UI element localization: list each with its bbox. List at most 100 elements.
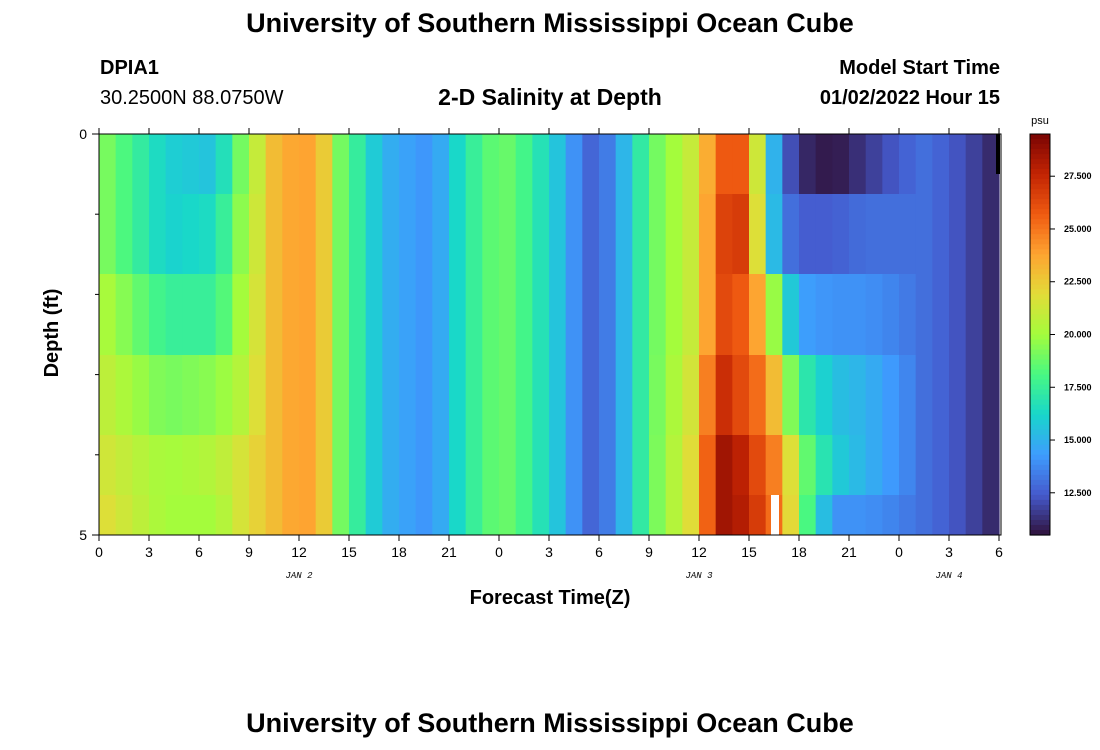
colorbar-segment xyxy=(1030,349,1050,356)
colorbar-segment xyxy=(1030,494,1050,501)
colorbar-segment xyxy=(1030,459,1050,466)
colorbar-segment xyxy=(1030,189,1050,195)
colorbar-segment xyxy=(1030,484,1050,491)
heatmap-cell xyxy=(249,134,267,194)
heatmap-cell xyxy=(632,355,650,435)
colorbar-segment xyxy=(1030,139,1050,145)
heatmap-cell xyxy=(615,355,633,435)
heatmap-cell xyxy=(565,355,583,435)
heatmap-cell xyxy=(349,355,367,435)
heatmap-cell xyxy=(299,274,317,355)
heatmap-cell xyxy=(365,495,383,535)
colorbar-segment xyxy=(1030,209,1050,215)
colorbar-segment xyxy=(1030,159,1050,165)
colorbar-segment xyxy=(1030,269,1050,275)
x-tick-label: 9 xyxy=(245,544,253,560)
heatmap-cell xyxy=(265,435,283,495)
heatmap-cell xyxy=(749,355,767,435)
heatmap-cell xyxy=(982,134,1000,194)
heatmap-cell xyxy=(765,355,783,435)
plot-title: 2-D Salinity at Depth xyxy=(438,84,662,110)
colorbar-segment xyxy=(1030,374,1050,381)
heatmap-cell xyxy=(582,435,600,495)
heatmap-cell xyxy=(865,435,883,495)
heatmap-cell xyxy=(765,274,783,355)
heatmap-cell xyxy=(482,495,500,535)
heatmap-cell xyxy=(915,134,933,194)
colorbar-segment xyxy=(1030,259,1050,265)
heatmap-cell xyxy=(132,134,150,194)
heatmap-cell xyxy=(415,194,433,274)
heatmap-cell xyxy=(732,134,750,194)
colorbar-segment xyxy=(1030,389,1050,396)
heatmap-cell xyxy=(982,495,1000,535)
colorbar-tick-label: 22.500 xyxy=(1064,277,1092,287)
heatmap-cell xyxy=(465,194,483,274)
heatmap-cell xyxy=(199,194,217,274)
heatmap-cell xyxy=(815,495,833,535)
y-axis: 05 xyxy=(79,126,100,543)
colorbar-segment xyxy=(1030,424,1050,431)
heatmap-cell xyxy=(865,495,883,535)
heatmap-cell xyxy=(682,495,700,535)
heatmap-cell xyxy=(815,134,833,194)
heatmap-cell xyxy=(682,435,700,495)
heatmap-cell xyxy=(199,495,217,535)
heatmap-cell xyxy=(365,355,383,435)
heatmap-cell xyxy=(799,435,817,495)
colorbar-segment xyxy=(1030,439,1050,446)
heatmap-cell xyxy=(749,134,767,194)
heatmap-cell xyxy=(782,134,800,194)
heatmap-cell xyxy=(882,495,900,535)
heatmap-cell xyxy=(115,134,133,194)
heatmap-cell xyxy=(115,355,133,435)
heatmap-cell xyxy=(165,435,183,495)
heatmap-cell xyxy=(549,495,567,535)
heatmap-cell xyxy=(715,355,733,435)
heatmap-cell xyxy=(432,435,450,495)
heatmap-cell xyxy=(649,134,667,194)
heatmap-cell xyxy=(982,274,1000,355)
heatmap-cell xyxy=(882,355,900,435)
heatmap-cell xyxy=(549,435,567,495)
heatmap-cell xyxy=(399,355,417,435)
heatmap-cell xyxy=(165,194,183,274)
heatmap-cell xyxy=(532,194,550,274)
heatmap-cell xyxy=(149,435,167,495)
heatmap-cell xyxy=(532,495,550,535)
heatmap-cell xyxy=(415,495,433,535)
heatmap-cell xyxy=(482,194,500,274)
heatmap-cell xyxy=(749,194,767,274)
heatmap-cell xyxy=(382,355,400,435)
heatmap-cell xyxy=(799,194,817,274)
heatmap-cell xyxy=(799,134,817,194)
colorbar: 12.500 15.000 17.500 20.000 22.500 25.000 27.5… xyxy=(1029,133,1092,536)
heatmap-cell xyxy=(532,355,550,435)
colorbar-segment xyxy=(1030,524,1050,531)
heatmap-cell xyxy=(299,435,317,495)
heatmap-cell xyxy=(782,355,800,435)
heatmap-cell xyxy=(332,274,350,355)
heatmap-cell xyxy=(599,194,617,274)
heatmap-cell xyxy=(415,274,433,355)
heatmap-cell xyxy=(665,194,683,274)
x-tick-label: 3 xyxy=(145,544,153,560)
heatmap-cell xyxy=(282,355,300,435)
colorbar-segment xyxy=(1030,434,1050,441)
colorbar-segment xyxy=(1030,244,1050,250)
colorbar-segment xyxy=(1030,279,1050,285)
heatmap-cell xyxy=(632,495,650,535)
station-id: DPIA1 xyxy=(100,57,159,79)
colorbar-segment xyxy=(1030,404,1050,411)
heatmap-cell xyxy=(382,274,400,355)
heatmap-cell xyxy=(132,274,150,355)
heatmap-cell xyxy=(232,134,250,194)
heatmap-cell xyxy=(449,495,467,535)
heatmap-cell xyxy=(249,495,267,535)
heatmap-cell xyxy=(599,355,617,435)
heatmap-cell xyxy=(932,134,950,194)
heatmap-cell xyxy=(982,194,1000,274)
heatmap-cell xyxy=(199,435,217,495)
x-tick-label: 0 xyxy=(95,544,103,560)
heatmap-cell xyxy=(849,355,867,435)
